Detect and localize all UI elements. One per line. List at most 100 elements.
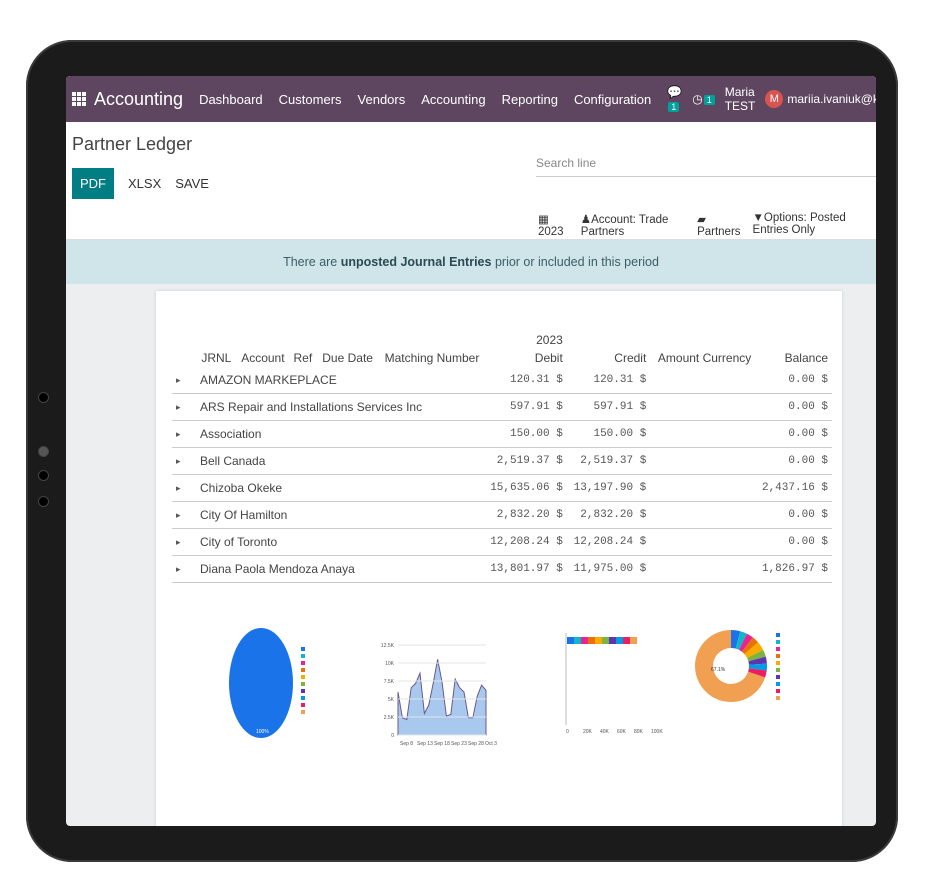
donut-slice bbox=[748, 656, 767, 665]
legend-swatch bbox=[776, 696, 780, 700]
partner-row[interactable]: ▸ AMAZON MARKEPLACE 120.31 $ 120.31 $ 0.… bbox=[172, 367, 832, 394]
bar-segment bbox=[574, 637, 581, 644]
alert-text: prior or included in this period bbox=[494, 255, 659, 269]
pdf-button[interactable]: PDF bbox=[72, 168, 114, 199]
col-amount-currency: Amount Currency bbox=[657, 351, 752, 365]
balance-value: 0.00 $ bbox=[755, 367, 832, 394]
partner-name[interactable]: City of Toronto bbox=[196, 528, 484, 556]
donut-slice bbox=[735, 631, 747, 650]
x-tick-label: 40K bbox=[600, 729, 610, 735]
partner-name[interactable]: ARS Repair and Installations Services In… bbox=[196, 393, 484, 421]
balance-value: 2,437.16 $ bbox=[755, 474, 832, 502]
legend-swatch bbox=[301, 696, 305, 700]
donut-slice bbox=[748, 668, 767, 678]
expand-caret-icon[interactable]: ▸ bbox=[172, 501, 196, 529]
partner-name[interactable]: Bell Canada bbox=[196, 447, 484, 475]
camera-dot bbox=[38, 392, 49, 403]
col-credit: Credit bbox=[614, 351, 647, 365]
options-filter-label: Options: Posted Entries Only bbox=[752, 212, 846, 236]
expand-caret-icon[interactable]: ▸ bbox=[172, 555, 196, 583]
activities-button[interactable]: ◷ 1 bbox=[692, 92, 715, 106]
legend-swatch bbox=[776, 640, 780, 644]
donut-slice bbox=[695, 630, 766, 702]
report-sheet: 2023 JRNL Account Ref Due Date Matching … bbox=[156, 291, 842, 826]
unposted-entries-link[interactable]: unposted Journal Entries bbox=[340, 255, 492, 269]
date-filter[interactable]: ▦ 2023 bbox=[538, 212, 569, 238]
options-filter[interactable]: ▼Options: Posted Entries Only bbox=[753, 212, 876, 238]
y-tick-label: 12.5K bbox=[381, 643, 395, 649]
y-tick-label: 2.5K bbox=[384, 715, 395, 721]
apps-grid-icon[interactable] bbox=[72, 92, 86, 106]
save-button[interactable]: SAVE bbox=[175, 176, 209, 191]
col-account: Account bbox=[241, 351, 285, 365]
partner-row[interactable]: ▸ Association 150.00 $ 150.00 $ 0.00 $ bbox=[172, 420, 832, 448]
messages-button[interactable]: 💬1 bbox=[667, 85, 682, 113]
legend-swatch bbox=[776, 647, 780, 651]
legend-swatch bbox=[301, 654, 305, 658]
debit-value: 2,832.20 $ bbox=[483, 501, 567, 529]
x-tick-label: 80K bbox=[634, 729, 644, 735]
bar-chart: 0 20K 40K 60K 80K 100K bbox=[565, 633, 663, 735]
debit-value: 2,519.37 $ bbox=[483, 447, 567, 475]
col-due-date: Due Date bbox=[322, 351, 373, 365]
menu-dashboard[interactable]: Dashboard bbox=[199, 91, 263, 107]
menu-accounting[interactable]: Accounting bbox=[421, 91, 486, 107]
legend-swatch bbox=[776, 654, 780, 658]
alert-text: There are bbox=[283, 255, 338, 269]
partner-ledger-table: 2023 JRNL Account Ref Due Date Matching … bbox=[172, 331, 832, 583]
camera-dot bbox=[38, 470, 49, 481]
expand-caret-icon[interactable]: ▸ bbox=[172, 367, 196, 394]
y-tick-label: 0 bbox=[391, 733, 394, 739]
expand-caret-icon[interactable]: ▸ bbox=[172, 528, 196, 556]
expand-caret-icon[interactable]: ▸ bbox=[172, 447, 196, 475]
partner-name[interactable]: AMAZON MARKEPLACE bbox=[196, 367, 484, 394]
x-tick-label: Sep 13 bbox=[417, 741, 433, 747]
partner-row[interactable]: ▸ City Of Hamilton 2,832.20 $ 2,832.20 $… bbox=[172, 501, 832, 529]
top-navbar: Accounting Dashboard Customers Vendors A… bbox=[66, 76, 876, 122]
bar-segment bbox=[616, 637, 623, 644]
menu-customers[interactable]: Customers bbox=[278, 91, 342, 107]
y-tick-label: 5K bbox=[388, 697, 395, 703]
user-name: mariia.ivaniuk@ko bbox=[787, 92, 876, 106]
partner-row[interactable]: ▸ ARS Repair and Installations Services … bbox=[172, 393, 832, 421]
app-name[interactable]: Accounting bbox=[94, 88, 184, 109]
partner-name[interactable]: Diana Paola Mendoza Anaya bbox=[196, 555, 484, 583]
debit-value: 15,635.06 $ bbox=[483, 474, 567, 502]
xlsx-button[interactable]: XLSX bbox=[128, 176, 162, 191]
partner-row[interactable]: ▸ City of Toronto 12,208.24 $ 12,208.24 … bbox=[172, 528, 832, 556]
partner-name[interactable]: City Of Hamilton bbox=[196, 501, 484, 529]
legend-swatch bbox=[301, 710, 305, 714]
col-matching-number: Matching Number bbox=[384, 351, 480, 365]
calendar-icon: ▦ bbox=[538, 214, 549, 226]
col-ref: Ref bbox=[293, 351, 313, 365]
menu-vendors[interactable]: Vendors bbox=[357, 91, 406, 107]
x-tick-label: Sep 28 bbox=[468, 741, 484, 747]
search-input[interactable]: Search line bbox=[536, 150, 876, 177]
balance-value: 1,826.97 $ bbox=[755, 555, 832, 583]
company-switcher[interactable]: Maria TEST bbox=[724, 85, 756, 113]
expand-caret-icon[interactable]: ▸ bbox=[172, 474, 196, 502]
account-filter[interactable]: ♟Account: Trade Partners bbox=[581, 212, 685, 238]
bar-segment bbox=[609, 637, 616, 644]
legend-swatch bbox=[301, 668, 305, 672]
partner-row[interactable]: ▸ Diana Paola Mendoza Anaya 13,801.97 $ … bbox=[172, 555, 832, 583]
expand-caret-icon[interactable]: ▸ bbox=[172, 393, 196, 421]
partner-name[interactable]: Association bbox=[196, 420, 484, 448]
menu-reporting[interactable]: Reporting bbox=[501, 91, 558, 107]
menu-configuration[interactable]: Configuration bbox=[573, 91, 652, 107]
partners-filter[interactable]: ▰ Partners bbox=[697, 212, 740, 238]
expand-caret-icon[interactable]: ▸ bbox=[172, 420, 196, 448]
camera-dot bbox=[38, 446, 49, 457]
control-panel: Partner Ledger PDF XLSX SAVE Search line… bbox=[66, 122, 876, 240]
credit-value: 597.91 $ bbox=[566, 393, 651, 421]
partner-row[interactable]: ▸ Bell Canada 2,519.37 $ 2,519.37 $ 0.00… bbox=[172, 447, 832, 475]
bar-segment bbox=[588, 637, 595, 644]
x-tick-label: 60K bbox=[617, 729, 627, 735]
legend-swatch bbox=[776, 689, 780, 693]
partner-name[interactable]: Chizoba Okeke bbox=[196, 474, 484, 502]
pie-slice bbox=[229, 628, 293, 738]
partner-row[interactable]: ▸ Chizoba Okeke 15,635.06 $ 13,197.90 $ … bbox=[172, 474, 832, 502]
balance-value: 0.00 $ bbox=[755, 501, 832, 529]
